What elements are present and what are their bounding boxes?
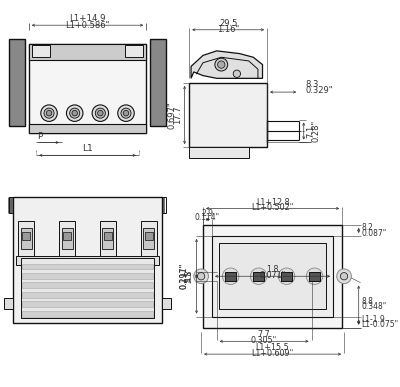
Bar <box>22 301 152 307</box>
Circle shape <box>218 61 225 68</box>
Text: 4.8: 4.8 <box>185 270 194 283</box>
Bar <box>141 221 157 256</box>
Text: L1+0.586": L1+0.586" <box>65 21 110 30</box>
Circle shape <box>98 110 103 116</box>
Text: 2.9: 2.9 <box>202 209 214 217</box>
Text: L1+15.5: L1+15.5 <box>256 343 290 352</box>
Text: 29.5: 29.5 <box>219 19 237 28</box>
Bar <box>125 45 144 57</box>
Bar <box>150 39 166 126</box>
Circle shape <box>95 108 105 118</box>
Circle shape <box>250 268 267 284</box>
Bar <box>102 228 114 249</box>
Bar <box>62 228 72 249</box>
Text: 0.305": 0.305" <box>251 336 277 345</box>
Bar <box>21 258 154 319</box>
Text: 0.697": 0.697" <box>167 101 176 129</box>
Circle shape <box>66 105 83 122</box>
Bar <box>162 298 171 309</box>
Bar <box>63 232 71 240</box>
Text: 0.329": 0.329" <box>306 86 333 95</box>
Circle shape <box>121 108 131 118</box>
Text: 8.2: 8.2 <box>362 223 373 232</box>
Circle shape <box>340 272 348 280</box>
Bar <box>29 43 146 60</box>
Text: 0.114": 0.114" <box>195 213 220 222</box>
Bar <box>100 221 116 256</box>
Text: 0.071": 0.071" <box>260 271 286 280</box>
Circle shape <box>278 268 295 284</box>
Bar <box>29 124 146 133</box>
Circle shape <box>198 272 205 280</box>
Circle shape <box>46 110 52 116</box>
Text: 8.3: 8.3 <box>306 80 319 89</box>
Bar <box>225 272 236 281</box>
Bar <box>281 272 292 281</box>
Text: 1.16": 1.16" <box>217 26 239 34</box>
Circle shape <box>233 70 240 77</box>
Bar <box>203 225 342 327</box>
Text: L1+12.8: L1+12.8 <box>256 198 290 207</box>
Bar <box>144 228 154 249</box>
Bar <box>220 243 326 309</box>
Circle shape <box>123 110 129 116</box>
Bar <box>309 272 320 281</box>
Bar <box>189 83 267 147</box>
Circle shape <box>222 268 239 284</box>
Bar <box>22 273 152 279</box>
Circle shape <box>70 108 80 118</box>
Bar <box>22 311 152 317</box>
Bar <box>9 39 25 126</box>
Bar <box>4 298 13 309</box>
Text: L1-0.075": L1-0.075" <box>362 320 398 329</box>
Bar <box>22 283 152 288</box>
Circle shape <box>215 58 228 71</box>
Bar <box>145 232 152 240</box>
Text: L1+14.9: L1+14.9 <box>69 14 106 23</box>
Bar <box>18 221 34 256</box>
Bar <box>189 147 249 158</box>
Text: 0.087": 0.087" <box>362 229 387 238</box>
Text: 0.217": 0.217" <box>179 263 188 289</box>
Text: 0.348": 0.348" <box>362 302 387 312</box>
Text: 7.1: 7.1 <box>306 124 316 138</box>
Bar <box>22 264 152 269</box>
Circle shape <box>306 268 323 284</box>
Bar <box>146 197 166 213</box>
Bar <box>22 292 152 298</box>
Circle shape <box>337 269 351 284</box>
Circle shape <box>44 108 54 118</box>
Text: 0.191": 0.191" <box>179 263 188 289</box>
Bar <box>16 256 159 265</box>
Bar <box>29 43 146 133</box>
Circle shape <box>194 269 208 284</box>
Text: 5.5: 5.5 <box>185 270 194 283</box>
Bar <box>32 45 50 57</box>
Bar <box>212 236 333 317</box>
Circle shape <box>92 105 108 122</box>
Text: 0.28": 0.28" <box>312 120 321 142</box>
Text: 7.7: 7.7 <box>258 330 270 339</box>
Text: 8.8: 8.8 <box>362 297 373 306</box>
Text: P: P <box>37 132 42 140</box>
Bar <box>59 221 75 256</box>
Text: L1+0.609": L1+0.609" <box>252 349 294 358</box>
Bar <box>13 197 162 323</box>
Bar <box>9 197 29 213</box>
Circle shape <box>118 105 134 122</box>
Text: 1.8: 1.8 <box>266 265 279 274</box>
Bar <box>253 272 264 281</box>
Polygon shape <box>191 51 262 78</box>
Circle shape <box>41 105 57 122</box>
Text: L1+0.502": L1+0.502" <box>252 203 294 212</box>
Text: 17.7: 17.7 <box>173 106 182 124</box>
Bar <box>22 232 30 240</box>
Bar <box>21 228 32 249</box>
Circle shape <box>72 110 78 116</box>
Bar <box>104 232 112 240</box>
Text: L1: L1 <box>82 144 93 154</box>
Text: L1-1.9: L1-1.9 <box>362 315 385 324</box>
